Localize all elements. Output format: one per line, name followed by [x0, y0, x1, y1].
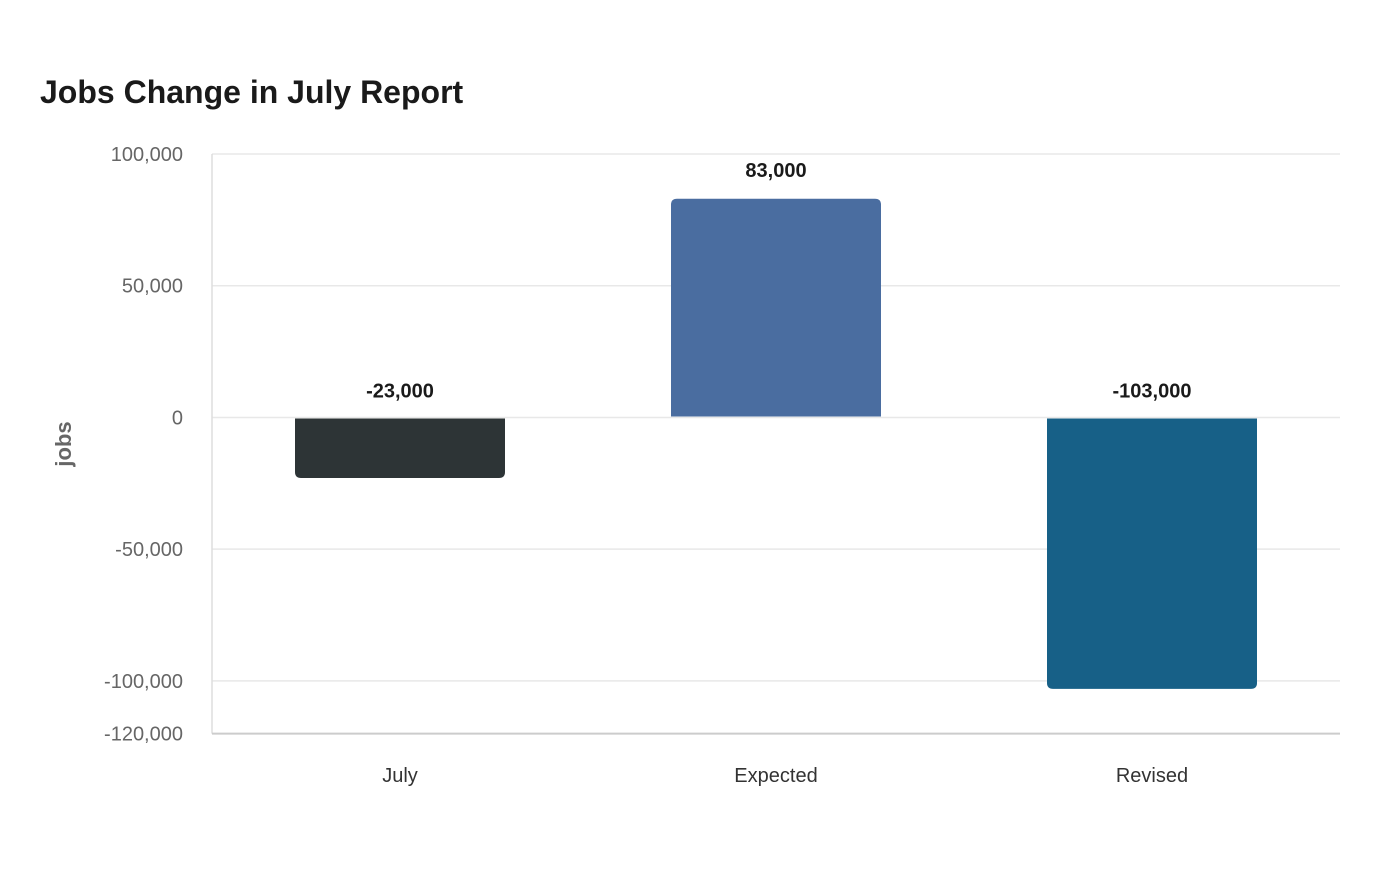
data-labels: -23,000 83,000 -103,000 — [366, 160, 1191, 403]
data-label: -23,000 — [366, 380, 434, 402]
y-tick-label: 100,000 — [111, 144, 183, 166]
y-axis-title: jobs — [51, 421, 76, 467]
bar-revised — [1047, 418, 1257, 689]
axes — [211, 154, 1340, 735]
x-tick-label: Revised — [1116, 765, 1188, 787]
y-tick-label: -50,000 — [115, 539, 183, 561]
x-tick-label: Expected — [734, 765, 817, 787]
chart-title: Jobs Change in July Report — [40, 74, 464, 110]
y-axis-ticks: 100,000 50,000 0 -50,000 -100,000 -120,000 — [104, 144, 183, 746]
bar-july — [295, 418, 505, 479]
y-tick-label: -120,000 — [104, 724, 183, 746]
y-tick-label: 0 — [172, 407, 183, 429]
data-label: -103,000 — [1113, 380, 1192, 402]
bar-expected — [671, 198, 881, 417]
x-tick-label: July — [382, 765, 418, 787]
x-axis-ticks: July Expected Revised — [382, 765, 1188, 787]
data-label: 83,000 — [745, 160, 806, 182]
bars — [295, 198, 1257, 689]
y-tick-label: -100,000 — [104, 671, 183, 693]
y-tick-label: 50,000 — [122, 276, 183, 298]
